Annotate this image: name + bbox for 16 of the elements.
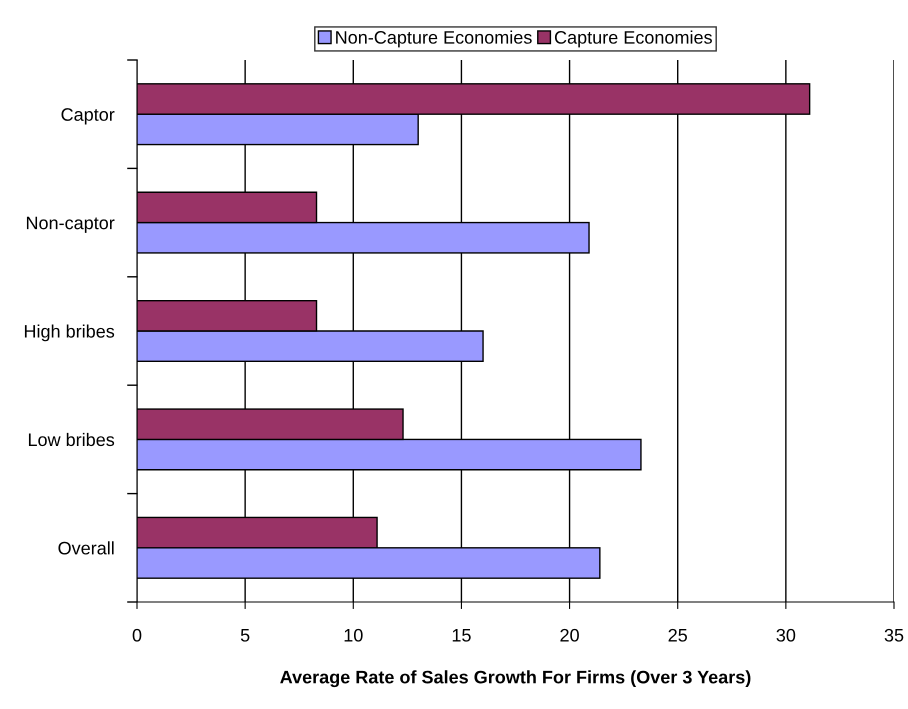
x-tick-label: 10 <box>344 628 363 642</box>
y-tick-label: Non-captor <box>26 216 114 233</box>
y-tick-label: Captor <box>62 108 114 124</box>
y-tick-label: Overall <box>58 541 114 555</box>
x-tick-label: 30 <box>776 628 796 642</box>
x-tick-label: 25 <box>668 628 687 642</box>
legend-label: Capture Economies <box>554 30 712 48</box>
y-tick-label: Low bribes <box>28 432 114 446</box>
x-tick-label: 35 <box>884 628 904 642</box>
x-tick-label: 20 <box>560 628 579 642</box>
x-tick-label: 5 <box>240 629 250 642</box>
x-tick-label: 15 <box>452 629 471 642</box>
x-tick-label: 0 <box>132 628 142 642</box>
legend-label: Non-Capture Economies <box>336 30 532 48</box>
x-axis-title: Average Rate of Sales Growth For Firms (Over 3 Years) <box>280 670 750 688</box>
y-tick-label: High bribes <box>24 324 114 342</box>
